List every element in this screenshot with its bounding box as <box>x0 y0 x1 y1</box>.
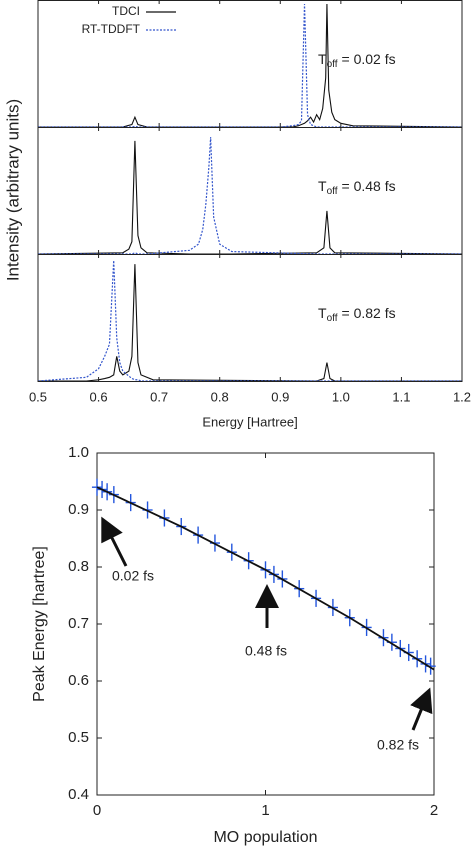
x-tick-label: 0.8 <box>211 389 229 404</box>
x-tick-label: 0 <box>93 802 101 819</box>
panel-annotation: Toff = 0.48 fs <box>318 178 396 197</box>
x-tick-label: 1.0 <box>332 389 350 404</box>
annotation-symbol: T <box>318 305 327 321</box>
panel-frame <box>37 0 463 128</box>
annotation-symbol: T <box>318 51 327 67</box>
y-tick-label: 1.0 <box>68 444 89 461</box>
spectrum-line <box>38 137 462 254</box>
annotation-symbol: T <box>318 178 327 194</box>
panel-frame <box>37 254 463 382</box>
x-axis-label: MO population <box>213 829 317 846</box>
panel-annotation: Toff = 0.02 fs <box>318 51 396 70</box>
y-tick-label: 0.6 <box>68 672 89 689</box>
y-tick-label: 0.5 <box>68 729 89 746</box>
x-tick-label: 0.6 <box>90 389 108 404</box>
spectrum-line <box>38 140 462 254</box>
annotation-text: = 0.02 fs <box>342 51 396 67</box>
arrow-label: 0.48 fs <box>245 643 287 659</box>
x-tick-label: 1 <box>261 802 269 819</box>
arrows <box>101 516 433 731</box>
panel-frame <box>37 127 463 255</box>
y-tick-label: 0.8 <box>68 558 89 575</box>
y-tick-label: 0.4 <box>68 786 89 803</box>
arrow-label: 0.82 fs <box>377 737 419 753</box>
x-tick-label: 0.9 <box>271 389 289 404</box>
x-tick-label: 0.5 <box>29 389 47 404</box>
arrow-label: 0.02 fs <box>112 568 154 584</box>
annotation-text: = 0.48 fs <box>342 178 396 194</box>
panel-annotation: Toff = 0.82 fs <box>318 305 396 324</box>
y-tick-label: 0.7 <box>68 615 89 632</box>
fit-line <box>96 486 435 671</box>
annotation-subscript: off <box>327 59 338 70</box>
arrow <box>410 687 433 731</box>
spectrum-line <box>38 3 462 127</box>
legend-label: RT-TDDFT <box>82 22 141 36</box>
x-tick-label: 1.2 <box>453 389 471 404</box>
annotation-subscript: off <box>327 186 338 197</box>
x-tick-label: 2 <box>430 802 438 819</box>
x-axis-label: Energy [Hartree] <box>202 414 297 429</box>
legend-label: TDCI <box>112 4 140 18</box>
spectrum-line <box>38 264 462 381</box>
y-axis-label: Intensity (arbitrary units) <box>3 99 22 281</box>
arrow <box>101 516 128 567</box>
x-tick-label: 1.1 <box>392 389 410 404</box>
annotation-subscript: off <box>327 313 338 324</box>
y-axis-label: Peak Energy [hartree] <box>31 546 48 702</box>
y-tick-label: 0.9 <box>68 501 89 518</box>
x-tick-label: 0.7 <box>150 389 168 404</box>
spectrum-line <box>38 260 462 381</box>
annotation-text: = 0.82 fs <box>342 305 396 321</box>
